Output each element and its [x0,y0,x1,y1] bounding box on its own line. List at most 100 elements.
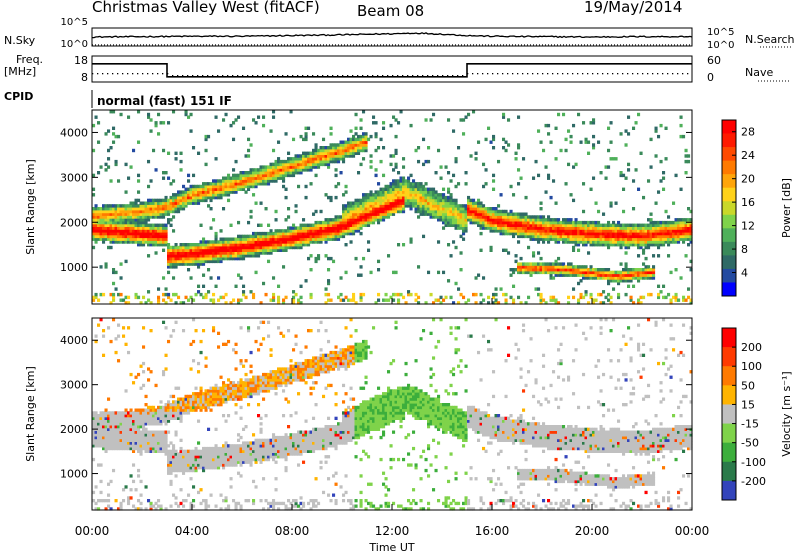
power-cell [572,226,576,230]
power-cell [242,187,246,191]
velocity-cell [199,501,203,506]
power-cell [587,223,591,227]
velocity-cell [117,334,121,338]
velocity-cell [124,425,128,429]
velocity-cell [139,479,143,484]
power-cell [139,218,143,222]
velocity-cell [159,449,163,453]
velocity-cell [177,455,181,459]
power-cell [542,237,546,241]
power-cell [189,251,193,255]
velocity-cell [92,411,96,415]
power-cell [504,301,508,305]
power-cell [364,140,368,144]
power-cell [147,240,151,244]
power-cell [489,215,493,219]
power-cell [409,190,413,194]
power-cell [359,223,363,227]
power-cell [287,240,291,244]
power-cell [397,207,401,211]
power-cell [227,173,231,178]
power-cell [199,251,203,255]
power-cell [279,248,283,252]
power-cell [207,243,211,247]
power-cell [319,151,323,155]
velocity-cell [104,435,108,440]
power-cell [112,110,116,114]
power-cell [329,159,333,164]
power-cell [222,184,226,189]
power-cell [412,190,416,194]
power-cell [392,209,396,214]
nave-point [467,73,469,75]
velocity-cell [127,416,131,420]
power-cell [414,148,418,153]
velocity-cell [144,449,148,453]
power-cell [312,240,316,244]
velocity-cell [94,441,98,445]
velocity-cell [129,408,133,412]
power-cell [544,231,548,236]
power-cell [177,245,181,250]
power-cell [367,207,371,211]
power-cell [524,265,528,269]
power-cell [664,237,668,241]
velocity-cell [189,460,193,464]
velocity-cell [132,433,136,437]
power-cell [539,207,543,211]
velocity-cell [199,460,203,464]
power-cell [349,154,353,158]
power-cell [127,231,131,236]
power-cell [427,193,431,197]
nave-point [192,75,194,77]
power-cell [142,237,146,241]
power-cell [479,218,483,222]
power-cell [547,223,551,227]
power-cell [362,207,366,211]
power-cell [557,265,561,269]
power-cell [344,146,348,150]
power-cell [492,292,496,297]
power-cell [517,265,521,269]
power-cell [547,262,551,266]
power-cell [149,118,153,122]
power-cell [589,240,593,244]
power-cell [482,215,486,219]
power-cell [234,245,238,250]
power-cell [557,237,561,241]
power-cell [309,157,313,161]
power-cell [502,146,506,150]
power-cell [407,290,411,294]
power-cell [509,273,513,277]
power-cell [172,265,176,269]
power-cell [272,240,276,244]
velocity-cell [124,419,128,423]
power-cell [564,237,568,241]
power-cell [662,229,666,233]
power-cell [359,265,363,269]
power-cell [117,218,121,222]
power-cell [534,229,538,233]
power-cell [492,187,496,191]
power-cell [357,218,361,222]
power-cell [217,190,221,194]
power-cell [539,268,543,272]
power-cell [332,220,336,225]
power-cell [382,190,386,194]
power-cell [657,284,661,288]
power-cell [257,171,261,175]
power-cell [97,220,101,225]
power-cell [307,159,311,164]
power-cell [217,182,221,186]
power-cell [644,268,648,272]
power-cell [519,223,523,227]
velocity-cell [177,400,181,404]
power-cell [549,268,553,272]
power-cell [599,223,603,227]
velocity-cell [134,422,138,426]
power-cell [229,190,233,194]
power-cell [549,295,553,300]
power-cell [182,207,186,211]
power-cell [517,240,521,244]
power-cell [207,182,211,186]
